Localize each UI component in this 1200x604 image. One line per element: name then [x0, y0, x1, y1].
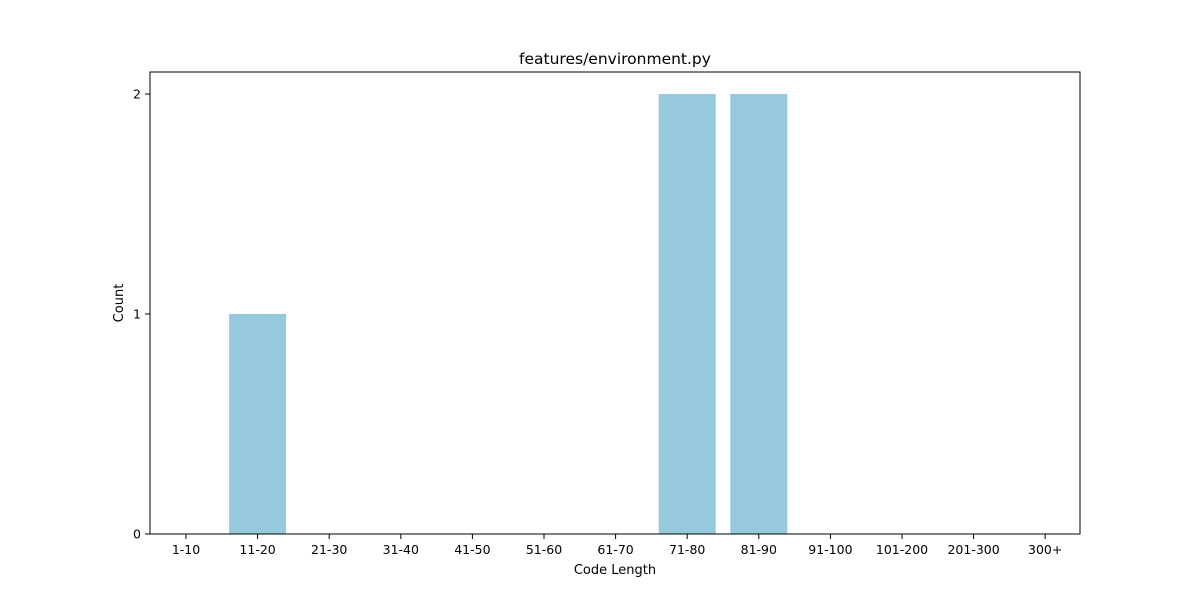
x-tick-label: 11-20 — [239, 542, 275, 557]
bar-71-80 — [658, 94, 716, 534]
x-axis-label: Code Length — [574, 563, 656, 578]
bar-11-20 — [229, 314, 287, 534]
y-tick-label: 0 — [133, 527, 141, 542]
y-tick-label: 1 — [133, 307, 141, 322]
x-tick-label: 41-50 — [454, 542, 490, 557]
bars-group — [229, 94, 788, 534]
x-tick-label: 1-10 — [172, 542, 200, 557]
x-tick-label: 91-100 — [808, 542, 852, 557]
bar-81-90 — [730, 94, 788, 534]
y-axis-label: Count — [112, 284, 127, 323]
plot-frame — [149, 71, 1081, 535]
x-tick-label: 31-40 — [383, 542, 419, 557]
x-tick-label: 201-300 — [947, 542, 999, 557]
chart-title: features/environment.py — [519, 50, 711, 68]
x-tick-label: 51-60 — [526, 542, 562, 557]
x-tick-label: 300+ — [1028, 542, 1062, 557]
y-tick-label: 2 — [133, 87, 141, 102]
x-axis: 1-10 11-20 21-30 31-40 41-50 51-60 61-70 71-80 8… — [172, 534, 1062, 557]
x-tick-label: 81-90 — [741, 542, 777, 557]
x-tick-label: 71-80 — [669, 542, 705, 557]
x-tick-label: 21-30 — [311, 542, 347, 557]
x-tick-label: 101-200 — [876, 542, 928, 557]
x-tick-label: 61-70 — [597, 542, 633, 557]
y-axis: 0 1 2 — [133, 87, 150, 542]
